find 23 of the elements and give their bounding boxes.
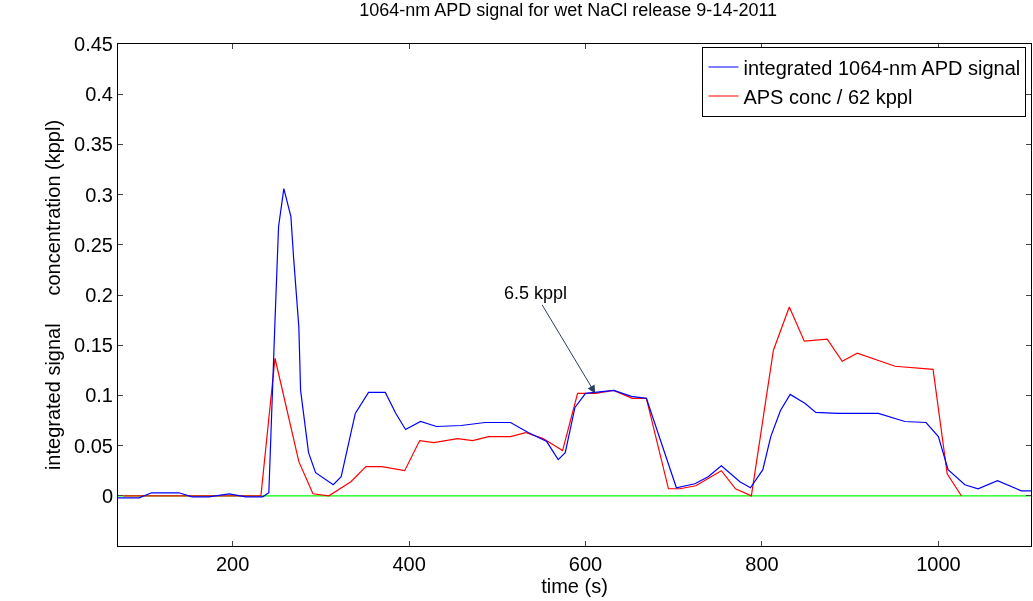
- x-tick-label: 1000: [916, 553, 961, 575]
- y-tick-label: 0.45: [74, 33, 113, 55]
- y-tick-label: 0.15: [74, 334, 113, 357]
- x-tick-label: 600: [568, 553, 603, 575]
- annotation: 6.5 kppl: [504, 283, 568, 303]
- y-tick-label: 0.4: [85, 83, 113, 106]
- y-tick-label: 0.3: [85, 183, 113, 206]
- y-tick-label: 0.25: [74, 233, 113, 256]
- y-tick-label: 0.2: [85, 284, 113, 306]
- y-tick-label: 0.35: [74, 133, 113, 156]
- x-tick-label: 200: [215, 553, 250, 575]
- x-tick-label: 800: [745, 553, 779, 575]
- chart-title: 1064-nm APD signal for wet NaCl release 9-14-2011: [359, 0, 778, 20]
- x-tick-label: 400: [392, 553, 426, 575]
- y-tick-label: 0.05: [74, 434, 113, 457]
- y-axis-title: integrated signal concentration (kppl): [41, 119, 64, 471]
- legend-label: integrated 1064-nm APD signal: [743, 56, 1021, 79]
- line-series: [122, 306, 962, 497]
- y-tick-label: 0.1: [85, 384, 113, 407]
- legend-label: APS conc / 62 kppl: [743, 85, 913, 108]
- line-series: [118, 187, 1031, 499]
- x-axis-title: time (s): [541, 575, 608, 597]
- y-tick-label: 0: [101, 484, 113, 507]
